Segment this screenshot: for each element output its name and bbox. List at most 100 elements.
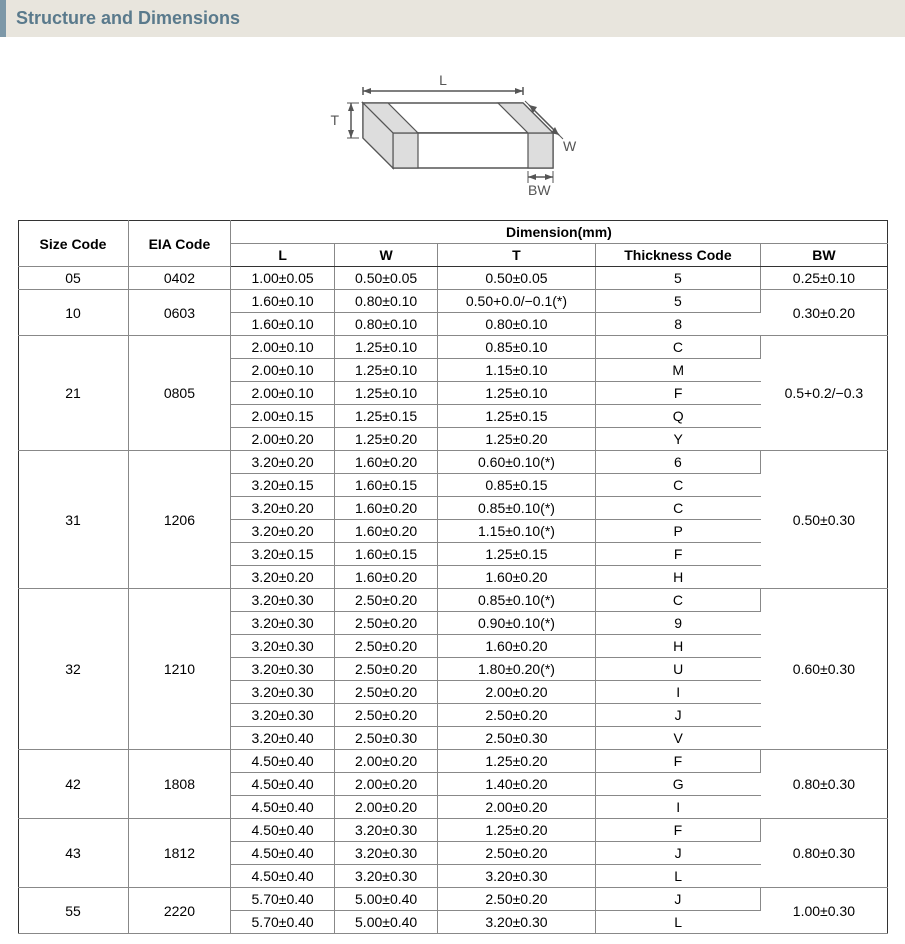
cell-W: 1.60±0.20	[334, 451, 438, 474]
cell-W: 2.50±0.20	[334, 681, 438, 704]
cell-T: 2.00±0.20	[438, 796, 595, 819]
cell-TC: 9	[595, 612, 761, 635]
cell-size-code: 32	[18, 589, 128, 750]
cell-T: 0.50+0.0/−0.1(*)	[438, 290, 595, 313]
cell-TC: Y	[595, 428, 761, 451]
cell-L: 3.20±0.30	[231, 612, 335, 635]
cell-T: 1.25±0.15	[438, 543, 595, 566]
cell-eia-code: 2220	[128, 888, 231, 934]
label-W: W	[563, 138, 577, 154]
cell-eia-code: 0603	[128, 290, 231, 336]
cell-W: 5.00±0.40	[334, 911, 438, 934]
cell-size-code: 10	[18, 290, 128, 336]
cell-W: 2.50±0.20	[334, 658, 438, 681]
cell-T: 0.80±0.10	[438, 313, 595, 336]
cell-L: 4.50±0.40	[231, 796, 335, 819]
cell-T: 1.25±0.20	[438, 750, 595, 773]
cell-TC: J	[595, 704, 761, 727]
col-dimension-group: Dimension(mm)	[231, 221, 887, 244]
cell-L: 3.20±0.30	[231, 704, 335, 727]
chip-diagram-svg: L W T BW	[303, 43, 603, 203]
cell-L: 3.20±0.15	[231, 543, 335, 566]
cell-T: 1.60±0.20	[438, 635, 595, 658]
cell-T: 1.15±0.10	[438, 359, 595, 382]
cell-TC: V	[595, 727, 761, 750]
cell-TC: 6	[595, 451, 761, 474]
section-header: Structure and Dimensions	[0, 0, 905, 37]
cell-L: 1.60±0.10	[231, 313, 335, 336]
cell-T: 0.60±0.10(*)	[438, 451, 595, 474]
col-W: W	[334, 244, 438, 267]
cell-bw: 0.80±0.30	[761, 819, 887, 888]
cell-L: 3.20±0.20	[231, 451, 335, 474]
cell-L: 2.00±0.10	[231, 359, 335, 382]
table-row: 0504021.00±0.050.50±0.050.50±0.0550.25±0…	[18, 267, 887, 290]
table-header: Size Code EIA Code Dimension(mm) L W T T…	[18, 221, 887, 267]
cell-size-code: 55	[18, 888, 128, 934]
cell-L: 1.60±0.10	[231, 290, 335, 313]
cell-W: 2.00±0.20	[334, 773, 438, 796]
cell-L: 3.20±0.20	[231, 520, 335, 543]
cell-TC: H	[595, 566, 761, 589]
cell-TC: 5	[595, 290, 761, 313]
cell-T: 3.20±0.30	[438, 865, 595, 888]
cell-T: 0.85±0.15	[438, 474, 595, 497]
cell-T: 2.50±0.20	[438, 704, 595, 727]
cell-W: 3.20±0.30	[334, 819, 438, 842]
cell-W: 2.50±0.20	[334, 635, 438, 658]
cell-TC: F	[595, 382, 761, 405]
cell-size-code: 21	[18, 336, 128, 451]
cell-bw: 0.60±0.30	[761, 589, 887, 750]
cell-W: 1.25±0.10	[334, 359, 438, 382]
cell-T: 0.85±0.10	[438, 336, 595, 359]
cell-TC: P	[595, 520, 761, 543]
cell-TC: F	[595, 543, 761, 566]
cell-L: 4.50±0.40	[231, 865, 335, 888]
cell-L: 4.50±0.40	[231, 842, 335, 865]
col-size-code: Size Code	[18, 221, 128, 267]
cell-L: 5.70±0.40	[231, 911, 335, 934]
col-eia-code: EIA Code	[128, 221, 231, 267]
cell-L: 2.00±0.20	[231, 428, 335, 451]
cell-W: 2.50±0.20	[334, 589, 438, 612]
cell-eia-code: 1210	[128, 589, 231, 750]
cell-bw: 0.5+0.2/−0.3	[761, 336, 887, 451]
cell-T: 0.85±0.10(*)	[438, 497, 595, 520]
cell-L: 3.20±0.15	[231, 474, 335, 497]
cell-TC: 5	[595, 267, 761, 290]
cell-L: 3.20±0.40	[231, 727, 335, 750]
cell-W: 1.60±0.20	[334, 566, 438, 589]
cell-bw: 0.30±0.20	[761, 290, 887, 336]
cell-W: 1.25±0.20	[334, 428, 438, 451]
cell-W: 2.50±0.20	[334, 704, 438, 727]
cell-W: 5.00±0.40	[334, 888, 438, 911]
table-row: 2108052.00±0.101.25±0.100.85±0.10C0.5+0.…	[18, 336, 887, 359]
cell-TC: C	[595, 497, 761, 520]
table-row: 1006031.60±0.100.80±0.100.50+0.0/−0.1(*)…	[18, 290, 887, 313]
cell-T: 2.50±0.20	[438, 842, 595, 865]
cell-T: 1.25±0.20	[438, 819, 595, 842]
cell-TC: J	[595, 842, 761, 865]
cell-eia-code: 0805	[128, 336, 231, 451]
table-row: 3112063.20±0.201.60±0.200.60±0.10(*)60.5…	[18, 451, 887, 474]
cell-T: 2.50±0.20	[438, 888, 595, 911]
table-body: 0504021.00±0.050.50±0.050.50±0.0550.25±0…	[18, 267, 887, 934]
cell-T: 2.00±0.20	[438, 681, 595, 704]
cell-TC: C	[595, 474, 761, 497]
cell-W: 0.80±0.10	[334, 313, 438, 336]
label-L: L	[439, 72, 447, 88]
cell-L: 4.50±0.40	[231, 750, 335, 773]
cell-L: 5.70±0.40	[231, 888, 335, 911]
cell-T: 1.15±0.10(*)	[438, 520, 595, 543]
cell-size-code: 05	[18, 267, 128, 290]
cell-TC: Q	[595, 405, 761, 428]
cell-T: 1.25±0.15	[438, 405, 595, 428]
table-row: 3212103.20±0.302.50±0.200.85±0.10(*)C0.6…	[18, 589, 887, 612]
cell-T: 0.85±0.10(*)	[438, 589, 595, 612]
cell-L: 2.00±0.15	[231, 405, 335, 428]
cell-T: 1.25±0.20	[438, 428, 595, 451]
table-row: 4218084.50±0.402.00±0.201.25±0.20F0.80±0…	[18, 750, 887, 773]
cell-TC: C	[595, 589, 761, 612]
label-BW: BW	[528, 182, 551, 198]
cell-W: 3.20±0.30	[334, 865, 438, 888]
